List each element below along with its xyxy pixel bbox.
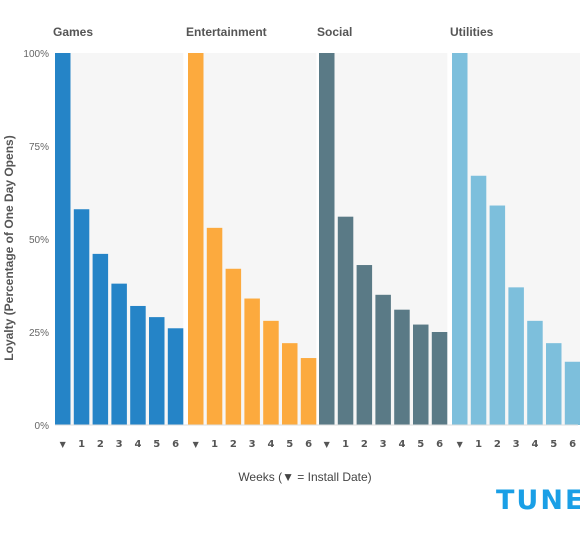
y-tick-label: 50%	[29, 235, 49, 246]
y-tick-label: 100%	[23, 49, 49, 60]
x-tick-label: 6	[305, 439, 312, 450]
bar-social-2	[356, 265, 373, 425]
bar-games-6	[167, 328, 184, 425]
bar-utilities-1	[470, 175, 487, 425]
x-tick-label: 4	[531, 439, 538, 450]
bar-social-4	[394, 309, 410, 425]
x-tick-label: 2	[97, 439, 104, 450]
bar-utilities-6	[564, 361, 580, 425]
x-tick-label: ▼	[193, 440, 200, 449]
x-tick-label: 2	[230, 439, 237, 450]
x-tick-label: 3	[249, 439, 256, 450]
y-tick-label: 25%	[29, 328, 49, 339]
group-title-utilities: Utilities	[450, 25, 494, 39]
x-tick-label: 1	[475, 439, 482, 450]
x-tick-label: 2	[361, 439, 368, 450]
x-tick-label: 5	[550, 439, 557, 450]
bar-entertainment-3	[244, 298, 260, 425]
bar-entertainment-0	[188, 53, 204, 425]
bar-utilities-5	[546, 343, 562, 425]
bar-games-5	[149, 317, 165, 425]
x-tick-label: 3	[513, 439, 520, 450]
x-tick-label: 3	[380, 439, 387, 450]
bar-utilities-0	[452, 53, 468, 425]
bar-social-5	[413, 324, 429, 425]
x-tick-label: 1	[78, 439, 85, 450]
bar-social-0	[319, 53, 335, 425]
x-axis-label: Weeks (▼ = Install Date)	[238, 470, 372, 484]
x-tick-label: 4	[398, 439, 405, 450]
bar-social-3	[375, 294, 391, 425]
group-title-social: Social	[317, 25, 352, 39]
group-title-entertainment: Entertainment	[186, 25, 267, 39]
x-tick-label: ▼	[457, 440, 464, 449]
x-tick-label: 6	[172, 439, 179, 450]
x-tick-label: ▼	[324, 440, 331, 449]
bar-entertainment-1	[206, 227, 223, 425]
x-tick-label: 5	[417, 439, 424, 450]
bar-utilities-4	[527, 320, 543, 425]
x-tick-label: 6	[436, 439, 443, 450]
bar-games-0	[55, 53, 71, 425]
bar-social-6	[431, 332, 448, 425]
bar-games-1	[73, 209, 90, 425]
bar-games-2	[92, 253, 109, 425]
x-tick-label: 5	[286, 439, 293, 450]
bar-games-4	[130, 305, 146, 425]
bar-utilities-3	[508, 287, 524, 425]
bar-social-1	[337, 216, 354, 425]
group-title-games: Games	[53, 25, 93, 39]
bar-entertainment-4	[263, 320, 279, 425]
x-tick-label: 5	[153, 439, 160, 450]
x-tick-label: 1	[211, 439, 218, 450]
bar-games-3	[111, 283, 127, 425]
x-tick-label: 4	[267, 439, 274, 450]
y-axis-label: Loyalty (Percentage of One Day Opens)	[2, 135, 16, 361]
bar-utilities-2	[489, 205, 506, 425]
x-tick-label: 4	[134, 439, 141, 450]
x-tick-label: 1	[342, 439, 349, 450]
x-tick-label: ▼	[60, 440, 67, 449]
x-tick-label: 3	[116, 439, 123, 450]
bar-entertainment-5	[282, 343, 298, 425]
bar-entertainment-6	[300, 358, 317, 425]
tune-logo: TUNE	[496, 485, 580, 516]
y-tick-label: 75%	[29, 142, 49, 153]
x-tick-label: 6	[569, 439, 576, 450]
bar-entertainment-2	[225, 268, 242, 425]
y-tick-label: 0%	[35, 421, 50, 432]
x-tick-label: 2	[494, 439, 501, 450]
